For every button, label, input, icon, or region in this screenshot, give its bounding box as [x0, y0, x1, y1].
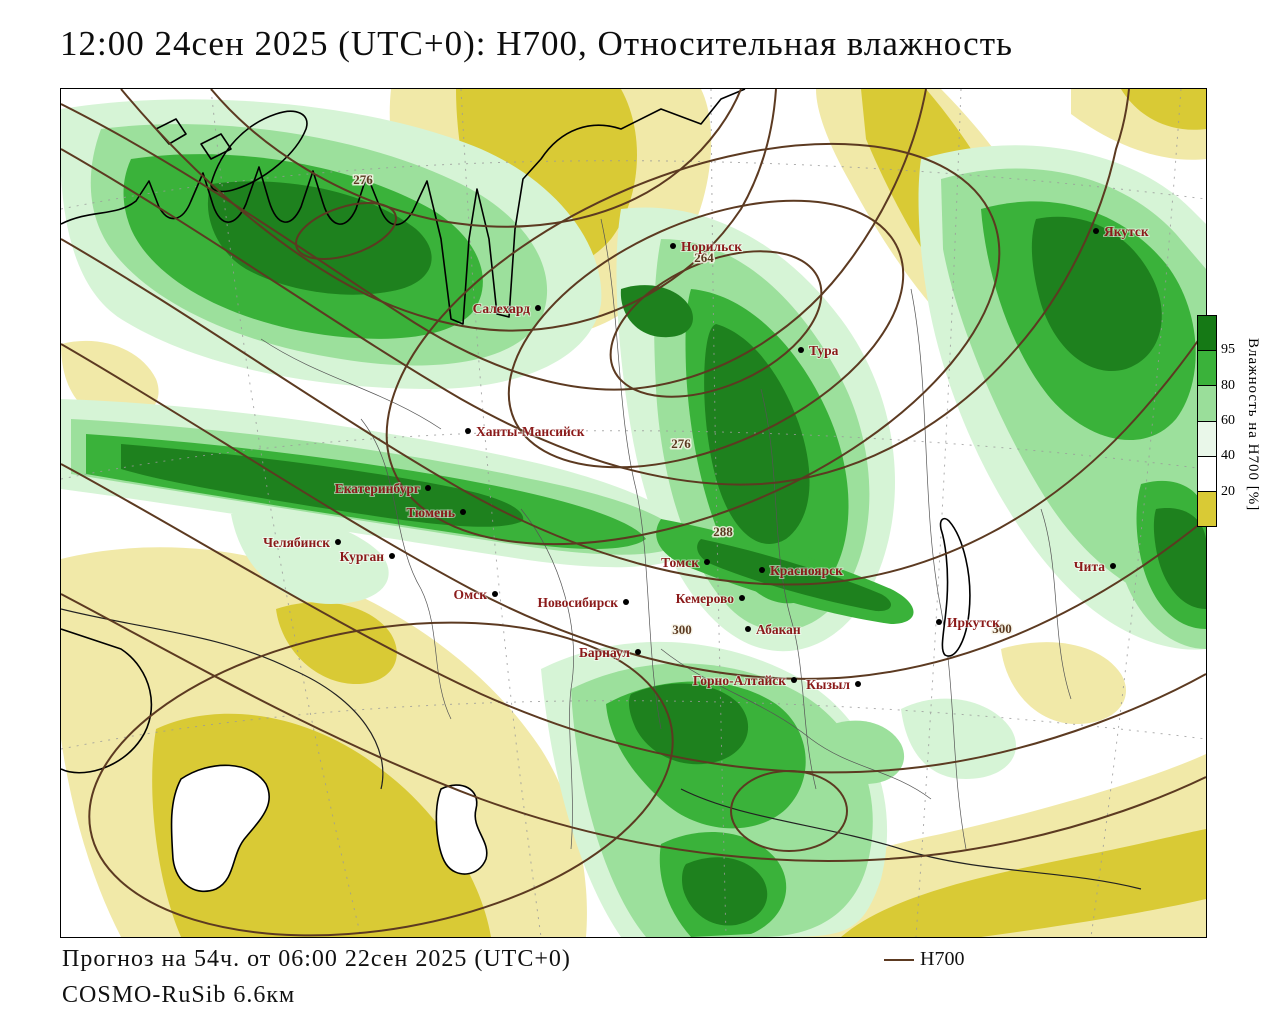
colorbar-swatch — [1198, 386, 1216, 422]
city-label: Тюмень — [406, 505, 455, 520]
colorbar-swatch — [1198, 316, 1216, 352]
model-info: COSMO-RuSib 6.6км — [62, 982, 296, 1008]
city-label: Екатеринбург — [335, 481, 420, 496]
city-label: Новосибирск — [538, 595, 619, 610]
city-label: Иркутск — [947, 615, 1000, 630]
city-marker — [855, 681, 861, 687]
city-label: Тура — [809, 343, 839, 358]
colorbar — [1197, 315, 1217, 527]
city-label: Норильск — [681, 239, 742, 254]
contour-label: 300 — [672, 622, 692, 637]
city-label: Горно-Алтайск — [693, 673, 786, 688]
colorbar-swatch — [1198, 351, 1216, 387]
city-marker — [1110, 563, 1116, 569]
contour-labels: 276 264 276 288 300 300 — [352, 171, 1014, 639]
colorbar-tick: 80 — [1221, 377, 1235, 393]
contour-label: 288 — [713, 524, 733, 539]
page-title: 12:00 24сен 2025 (UTC+0): H700, Относите… — [60, 24, 1013, 63]
city-markers: Норильск Якутск Салехард Тура Ханты-Мансийск… — [262, 223, 1150, 693]
city-marker — [535, 305, 541, 311]
colorbar-tick: 20 — [1221, 483, 1235, 499]
city-label: Абакан — [756, 622, 801, 637]
city-marker — [335, 539, 341, 545]
region-borders — [260, 218, 1072, 850]
city-marker — [460, 509, 466, 515]
city-marker — [798, 347, 804, 353]
city-label: Омск — [454, 587, 488, 602]
city-marker — [465, 428, 471, 434]
colorbar-tick: 60 — [1221, 413, 1235, 428]
city-label: Курган — [340, 549, 385, 564]
h700-contours — [61, 89, 1206, 937]
city-marker — [389, 553, 395, 559]
contour-label: 300 — [992, 621, 1012, 636]
h700-line-sample-icon — [884, 958, 914, 961]
city-label: Барнаул — [579, 645, 630, 660]
city-marker — [623, 599, 629, 605]
graticule-lines — [61, 89, 1206, 937]
city-label: Кызыл — [806, 677, 850, 692]
colorbar-tick-labels: 95 80 60 40 20 — [1221, 315, 1251, 527]
h700-legend: H700 — [884, 948, 964, 971]
colorbar-swatch — [1198, 491, 1216, 527]
colorbar-swatches — [1198, 316, 1216, 527]
colorbar-swatch — [1198, 456, 1216, 492]
colorbar-tick: 40 — [1221, 448, 1235, 464]
city-label: Томск — [661, 555, 699, 570]
city-marker — [759, 567, 765, 573]
city-label: Салехард — [473, 301, 531, 316]
city-marker — [635, 649, 641, 655]
city-label: Красноярск — [770, 563, 843, 578]
city-label: Якутск — [1104, 224, 1149, 239]
city-marker — [936, 619, 942, 625]
colorbar-swatch — [1198, 421, 1216, 457]
city-marker — [745, 626, 751, 632]
contour-label: 276 — [671, 436, 691, 451]
contour-label: 276 — [353, 172, 373, 187]
colorbar-tick: 95 — [1221, 342, 1235, 358]
map-area: 276 264 276 288 300 300 Норильск Якутск Салехар… — [60, 88, 1207, 938]
humid-dark-regions — [121, 181, 1206, 926]
h700-legend-label: H700 — [920, 948, 965, 970]
humidity-map: 276 264 276 288 300 300 Норильск Якутск Салехар… — [61, 89, 1206, 937]
national-borders — [61, 608, 1142, 890]
city-marker — [492, 591, 498, 597]
city-label: Чита — [1074, 559, 1105, 574]
city-marker — [1093, 228, 1099, 234]
city-marker — [425, 485, 431, 491]
forecast-info: Прогноз на 54ч. от 06:00 22сен 2025 (UTC… — [62, 946, 571, 972]
city-label: Челябинск — [263, 535, 330, 550]
city-label: Ханты-Мансийск — [476, 424, 585, 439]
city-marker — [791, 677, 797, 683]
city-marker — [670, 243, 676, 249]
contour-label: 264 — [694, 250, 714, 265]
city-marker — [704, 559, 710, 565]
city-label: Кемерово — [676, 591, 735, 606]
city-marker — [739, 595, 745, 601]
colorbar-title: Влажность на H700 [%] — [1245, 338, 1261, 512]
